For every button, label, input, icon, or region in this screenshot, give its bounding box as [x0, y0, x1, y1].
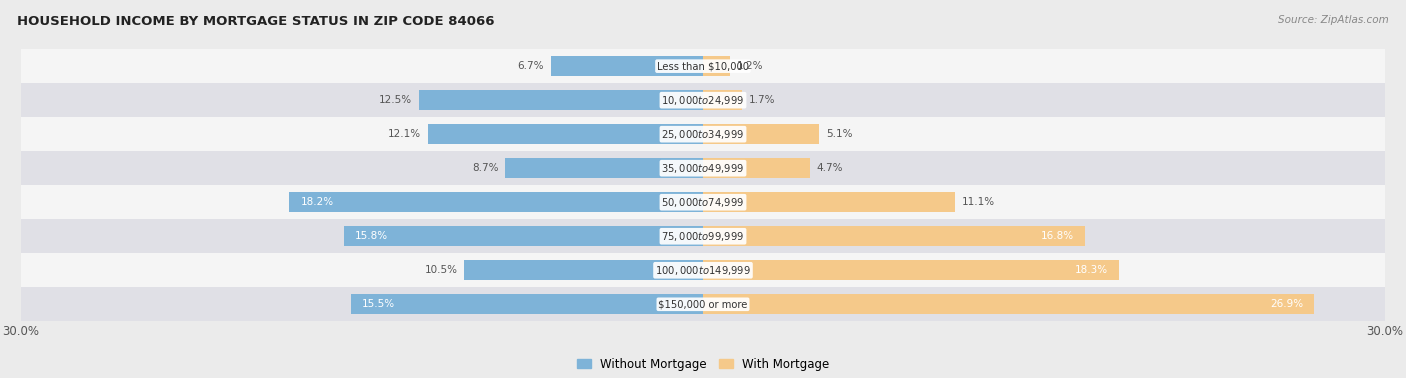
Bar	[703, 124, 818, 144]
Text: $35,000 to $49,999: $35,000 to $49,999	[661, 162, 745, 175]
Bar	[427, 124, 703, 144]
Text: $25,000 to $34,999: $25,000 to $34,999	[661, 128, 745, 141]
Text: 15.8%: 15.8%	[356, 231, 388, 241]
Bar	[21, 185, 1385, 219]
Bar	[21, 151, 1385, 185]
Bar	[21, 219, 1385, 253]
Text: 16.8%: 16.8%	[1040, 231, 1074, 241]
Text: 10.5%: 10.5%	[425, 265, 457, 275]
Bar	[419, 90, 703, 110]
Bar	[551, 56, 703, 76]
Text: $75,000 to $99,999: $75,000 to $99,999	[661, 230, 745, 243]
Bar	[464, 260, 703, 280]
Text: $100,000 to $149,999: $100,000 to $149,999	[655, 264, 751, 277]
Text: 11.1%: 11.1%	[962, 197, 995, 207]
Bar	[703, 56, 730, 76]
Bar	[344, 226, 703, 246]
Text: Less than $10,000: Less than $10,000	[657, 61, 749, 71]
Text: $50,000 to $74,999: $50,000 to $74,999	[661, 196, 745, 209]
Bar	[21, 83, 1385, 117]
Bar	[21, 253, 1385, 287]
Text: 1.7%: 1.7%	[748, 95, 775, 105]
Text: $10,000 to $24,999: $10,000 to $24,999	[661, 94, 745, 107]
Bar	[703, 294, 1315, 314]
Bar	[21, 287, 1385, 321]
Text: 26.9%: 26.9%	[1270, 299, 1303, 309]
Bar	[703, 260, 1119, 280]
Legend: Without Mortgage, With Mortgage: Without Mortgage, With Mortgage	[572, 353, 834, 375]
Text: 18.2%: 18.2%	[301, 197, 333, 207]
Text: $150,000 or more: $150,000 or more	[658, 299, 748, 309]
Text: 8.7%: 8.7%	[472, 163, 499, 173]
Text: HOUSEHOLD INCOME BY MORTGAGE STATUS IN ZIP CODE 84066: HOUSEHOLD INCOME BY MORTGAGE STATUS IN Z…	[17, 15, 495, 28]
Bar	[290, 192, 703, 212]
Text: 4.7%: 4.7%	[817, 163, 844, 173]
Text: 6.7%: 6.7%	[517, 61, 544, 71]
Bar	[703, 158, 810, 178]
Text: 5.1%: 5.1%	[825, 129, 852, 139]
Text: 1.2%: 1.2%	[737, 61, 763, 71]
Bar	[21, 117, 1385, 151]
Bar	[350, 294, 703, 314]
Text: 18.3%: 18.3%	[1074, 265, 1108, 275]
Text: 12.5%: 12.5%	[380, 95, 412, 105]
Bar	[703, 90, 741, 110]
Bar	[21, 49, 1385, 83]
Text: Source: ZipAtlas.com: Source: ZipAtlas.com	[1278, 15, 1389, 25]
Text: 15.5%: 15.5%	[363, 299, 395, 309]
Bar	[703, 226, 1085, 246]
Bar	[505, 158, 703, 178]
Bar	[703, 192, 955, 212]
Text: 12.1%: 12.1%	[388, 129, 422, 139]
